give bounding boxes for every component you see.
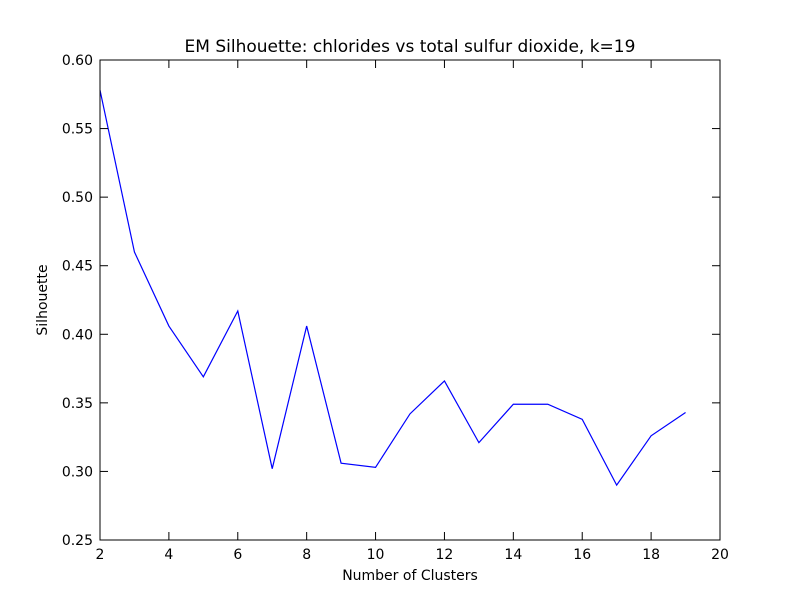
x-tick-label: 12 [436,547,454,563]
x-axis-label: Number of Clusters [342,568,478,584]
y-tick-label: 0.40 [62,327,93,343]
series-line-0 [99,90,686,487]
x-tick-label: 2 [96,547,105,563]
plot-area: 2 4 6 8 10 12 14 16 18 20 0.25 0.30 0.35 0.40 0.45 0.50… [62,53,729,563]
y-tick-label: 0.50 [62,190,93,206]
x-tick-label: 4 [164,547,173,563]
x-tick-label: 16 [573,547,591,563]
y-tick-label: 0.25 [62,533,93,549]
y-tick-label: 0.30 [62,464,93,480]
x-tick-label: 14 [504,547,522,563]
y-tick-label: 0.60 [62,53,93,69]
x-tick-label: 20 [711,547,729,563]
y-tick-label: 0.35 [62,396,93,412]
x-tick-label: 18 [642,547,660,563]
x-tick-label: 10 [367,547,385,563]
y-tick-label: 0.55 [62,122,93,138]
x-tick-label: 6 [233,547,242,563]
x-tick-label: 8 [302,547,311,563]
y-axis-label: Silhouette [35,264,51,335]
plot-frame [99,59,721,541]
chart-title: EM Silhouette: chlorides vs total sulfur… [185,37,636,57]
y-tick-label: 0.45 [62,259,93,275]
